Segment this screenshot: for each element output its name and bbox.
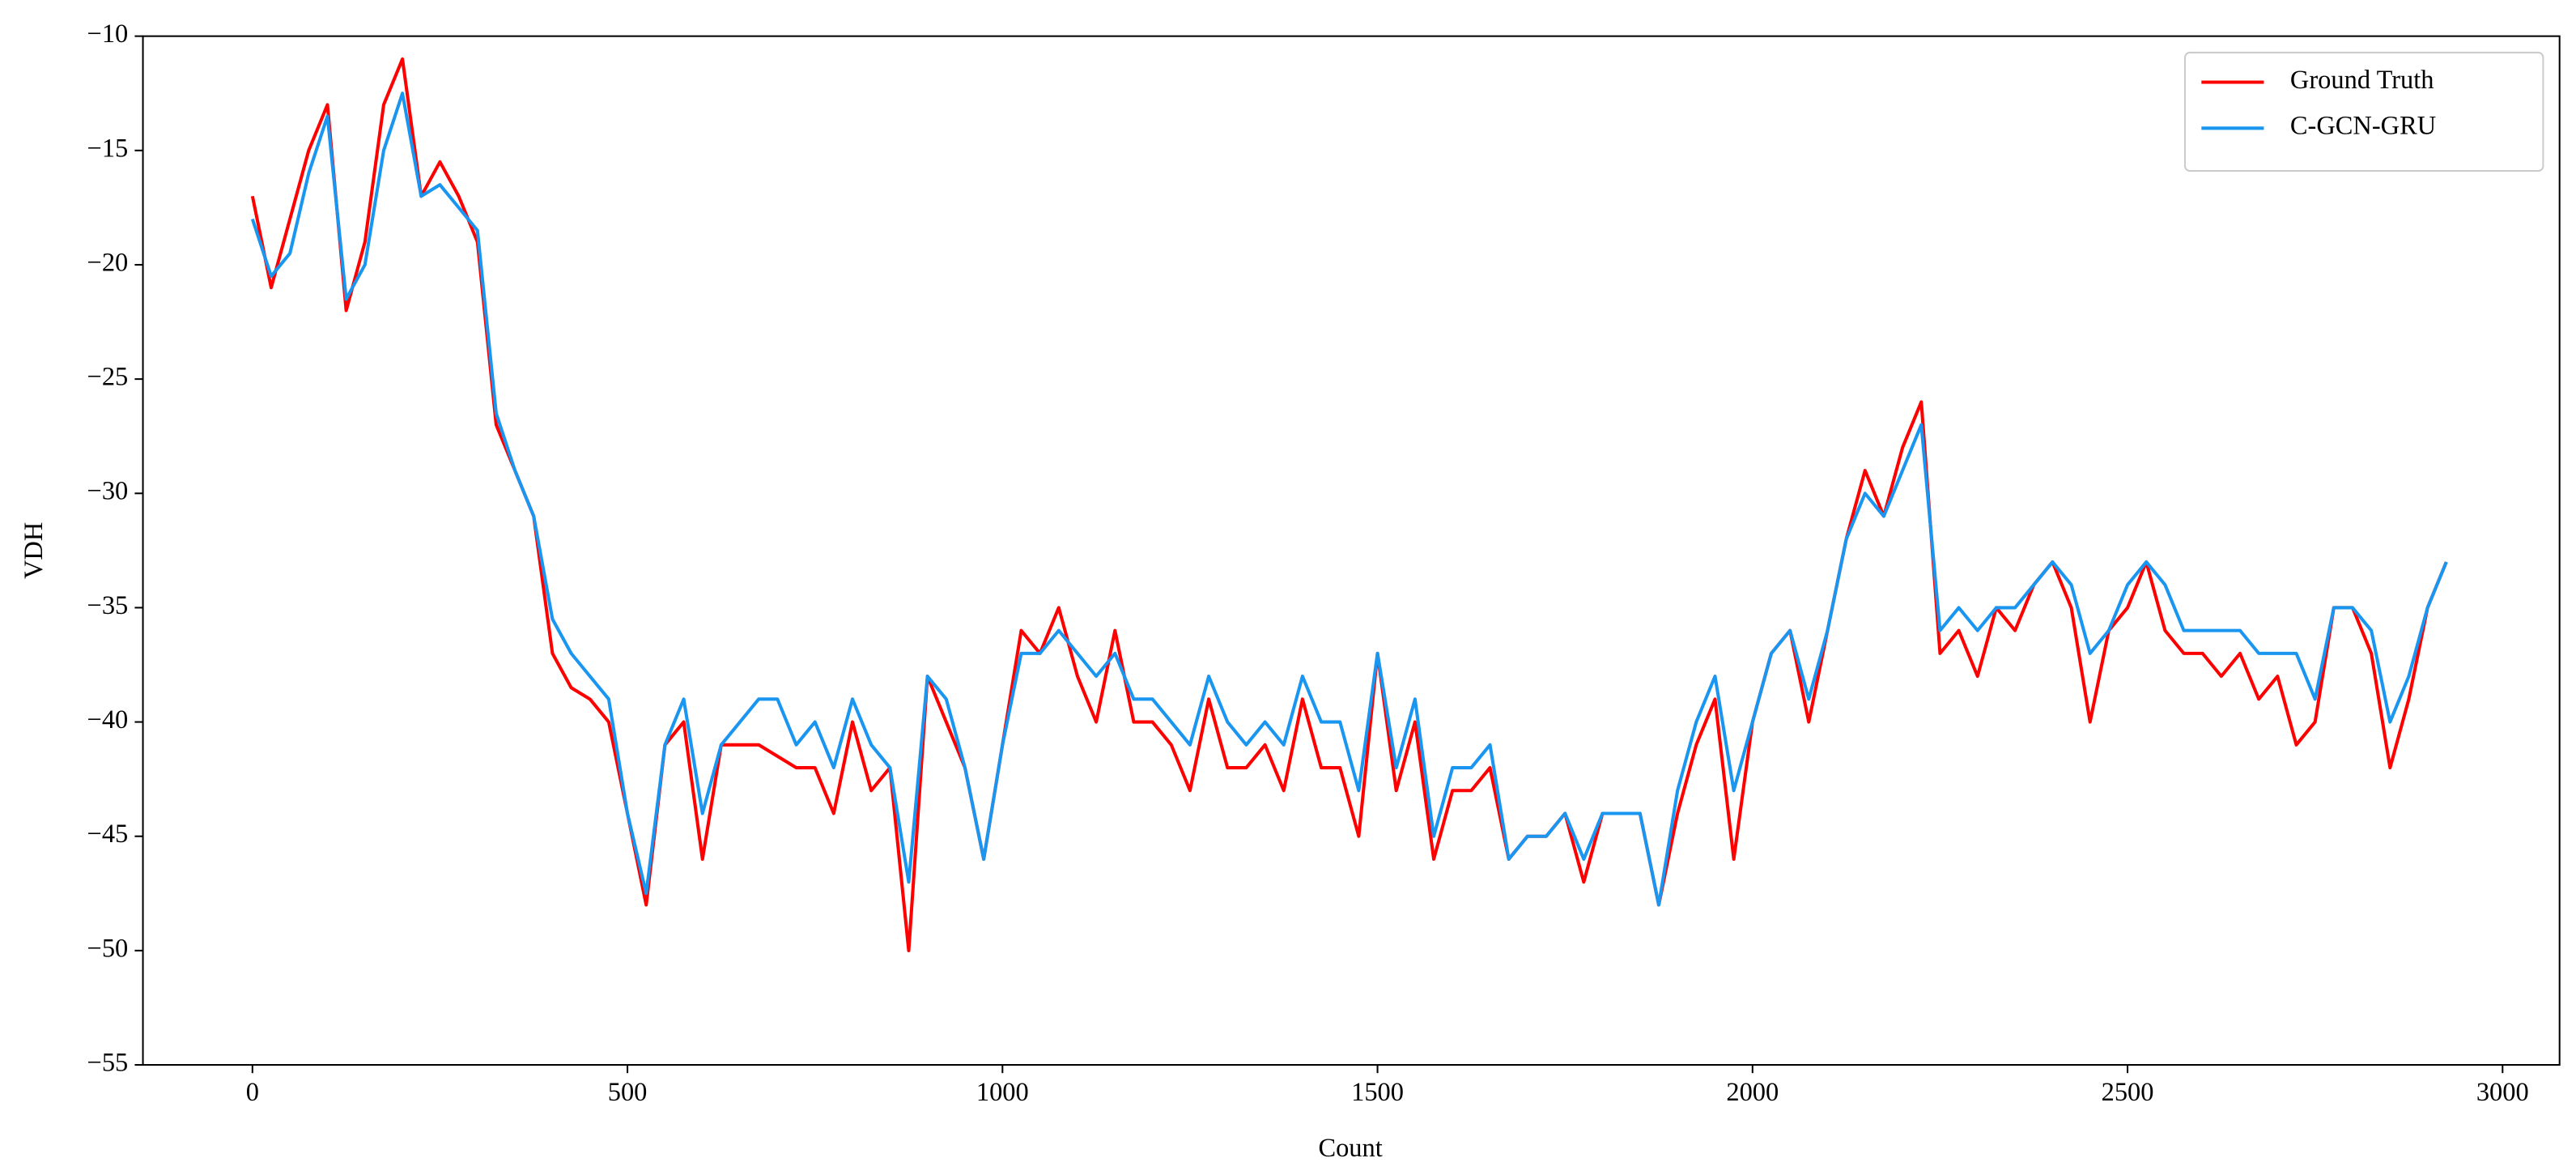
y-tick-label: −30: [87, 477, 129, 506]
y-tick-label: −40: [87, 705, 129, 734]
y-tick-label: −10: [87, 19, 129, 49]
series-line: [250, 57, 2448, 952]
x-tick-label: 2500: [2102, 1078, 2154, 1107]
x-tick-label: 500: [608, 1078, 648, 1107]
x-tick-label: 2000: [1726, 1078, 1779, 1107]
y-tick-label: −15: [87, 134, 129, 163]
x-tick-label: 1500: [1351, 1078, 1404, 1107]
x-axis-label: Count: [1318, 1134, 1382, 1163]
y-tick-label: −45: [87, 820, 129, 849]
y-tick-label: −55: [87, 1048, 129, 1077]
x-tick-label: 3000: [2476, 1078, 2529, 1107]
legend-label: Ground Truth: [2290, 66, 2434, 95]
y-tick-label: −25: [87, 363, 129, 392]
y-axis-label: VDH: [19, 522, 49, 579]
x-tick-label: 1000: [976, 1078, 1029, 1107]
legend-label: C-GCN-GRU: [2290, 112, 2436, 141]
plot-frame: [142, 35, 2561, 1066]
series-line: [250, 92, 2448, 907]
x-tick-label: 0: [246, 1078, 259, 1107]
y-tick-label: −50: [87, 934, 129, 963]
legend-box: [2184, 51, 2544, 172]
y-tick-label: −20: [87, 248, 129, 277]
y-tick-label: −35: [87, 591, 129, 620]
